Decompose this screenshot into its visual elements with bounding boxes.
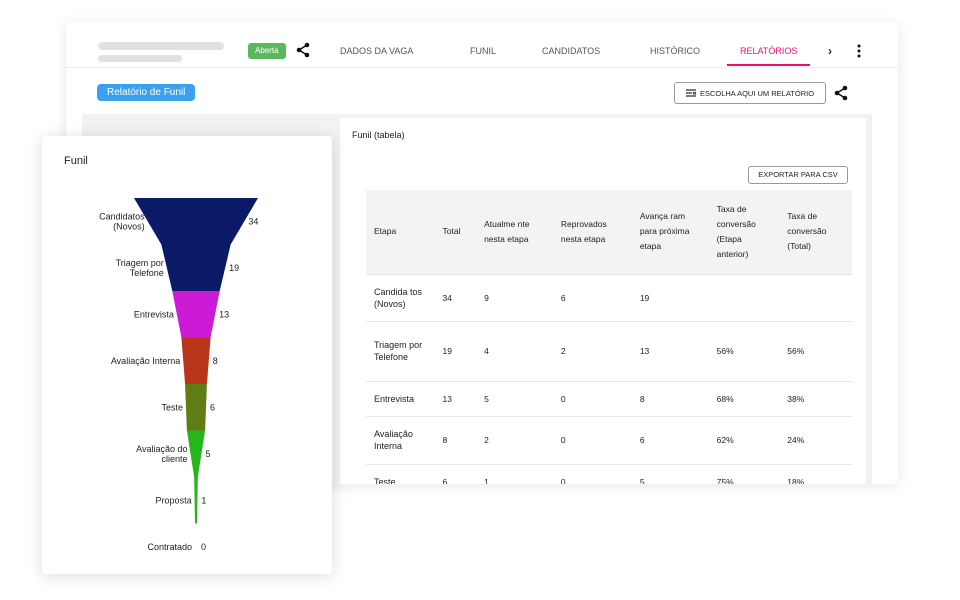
table-cell: Entrevista bbox=[366, 380, 435, 416]
funnel-segment bbox=[185, 384, 207, 431]
table-cell: 18% bbox=[779, 463, 852, 484]
tab-divider bbox=[66, 67, 898, 68]
funnel-value-label: 1 bbox=[201, 495, 206, 505]
funnel-value-label: 0 bbox=[201, 542, 206, 552]
funnel-stage-label: Avaliação do bbox=[136, 444, 187, 454]
table-cell: 68% bbox=[708, 380, 780, 416]
funnel-stage-label: Proposta bbox=[156, 495, 192, 505]
job-subtitle-placeholder bbox=[98, 55, 182, 62]
table-row: Candida tos (Novos) 34 9 6 19 bbox=[366, 273, 852, 321]
share-icon[interactable] bbox=[295, 42, 311, 58]
table-cell: Teste bbox=[366, 463, 435, 484]
table-cell: 19 bbox=[631, 273, 709, 321]
table-header-row: Etapa Total Atualme nte nesta etapa Repr… bbox=[366, 190, 852, 274]
funnel-stage-label: Contratado bbox=[147, 542, 192, 552]
table-row: Teste 6 1 0 5 75% 18% bbox=[366, 463, 852, 484]
chevron-right-icon[interactable]: › bbox=[828, 44, 832, 58]
table-cell: 13 bbox=[434, 380, 477, 416]
funnel-segment bbox=[172, 291, 220, 338]
table-cell: 8 bbox=[434, 415, 477, 464]
table-cell: 13 bbox=[631, 320, 709, 381]
table-panel-title: Funil (tabela) bbox=[352, 130, 405, 140]
table-cell: 1 bbox=[476, 463, 553, 484]
table-row: Avaliação Interna 8 2 0 6 62% 24% bbox=[366, 415, 852, 464]
table-cell: 9 bbox=[476, 273, 553, 321]
funnel-segment bbox=[161, 244, 231, 291]
funnel-stage-label: Teste bbox=[161, 402, 183, 412]
tab-candidatos[interactable]: CANDIDATOS bbox=[542, 46, 601, 56]
table-cell: 38% bbox=[779, 380, 852, 416]
table-cell: 24% bbox=[779, 415, 852, 464]
status-badge: Aberta bbox=[248, 43, 286, 59]
table-cell: 19 bbox=[434, 320, 477, 381]
table-cell: 6 bbox=[434, 463, 477, 484]
table-cell: 4 bbox=[476, 320, 553, 381]
funnel-value-label: 5 bbox=[205, 449, 210, 459]
funnel-stage-label: Candidatos bbox=[99, 211, 145, 221]
funnel-chart-card: Funil Candidatos (Novos) 34 Triagem por Tele… bbox=[42, 136, 332, 574]
funnel-segment bbox=[134, 198, 258, 245]
tab-historico[interactable]: HISTÓRICO bbox=[650, 46, 701, 56]
table-cell: 2 bbox=[552, 320, 632, 381]
column-header: Etapa bbox=[366, 190, 435, 274]
funnel-stage-label: Triagem por bbox=[116, 258, 164, 268]
table-cell: 62% bbox=[708, 415, 780, 464]
choose-report-button[interactable]: ESCOLHA AQUI UM RELATÓRIO bbox=[674, 82, 826, 104]
funnel-segment bbox=[194, 477, 198, 524]
funnel-value-label: 8 bbox=[213, 356, 218, 366]
table-cell: 56% bbox=[779, 320, 852, 381]
column-header: Taxa de conversão (Total) bbox=[779, 190, 852, 274]
share-icon[interactable] bbox=[833, 85, 849, 101]
table-cell: 34 bbox=[434, 273, 477, 321]
tab-funil[interactable]: FUNIL bbox=[470, 46, 497, 56]
funnel-value-label: 13 bbox=[219, 309, 229, 319]
funnel-value-label: 34 bbox=[248, 216, 258, 226]
funnel-value-label: 19 bbox=[229, 263, 239, 273]
table-row: Triagem por Telefone 19 4 2 13 56% 56% bbox=[366, 320, 852, 381]
table-cell: 0 bbox=[552, 380, 632, 416]
table-cell: 75% bbox=[708, 463, 780, 484]
funnel-segment bbox=[186, 430, 206, 477]
table-cell: 5 bbox=[631, 463, 709, 484]
funnel-chart-title: Funil bbox=[64, 155, 88, 167]
table-cell: 5 bbox=[476, 380, 553, 416]
column-header: Atualme nte nesta etapa bbox=[476, 190, 553, 274]
table-cell: Candida tos (Novos) bbox=[366, 273, 435, 321]
column-header: Total bbox=[434, 190, 477, 274]
export-csv-button[interactable]: EXPORTAR PARA CSV bbox=[748, 166, 848, 184]
table-cell: 56% bbox=[708, 320, 780, 381]
table-cell: 8 bbox=[631, 380, 709, 416]
more-vertical-icon[interactable] bbox=[856, 44, 862, 58]
table-cell: 6 bbox=[552, 273, 632, 321]
tab-relatorios[interactable]: RELATÓRIOS bbox=[726, 36, 811, 66]
funnel-table-panel: Funil (tabela) EXPORTAR PARA CSV Etapa T… bbox=[340, 118, 866, 484]
column-header: Avança ram para próxima etapa bbox=[631, 190, 709, 274]
choose-report-label: ESCOLHA AQUI UM RELATÓRIO bbox=[699, 88, 815, 98]
report-title: Relatório de Funil bbox=[97, 84, 196, 101]
table-row: Entrevista 13 5 0 8 68% 38% bbox=[366, 380, 852, 416]
table-cell: 0 bbox=[552, 463, 632, 484]
funnel-stage-label: cliente bbox=[162, 454, 188, 464]
column-header: Reprovados nesta etapa bbox=[552, 190, 632, 274]
funnel-table: Etapa Total Atualme nte nesta etapa Repr… bbox=[366, 190, 852, 484]
table-cell: 0 bbox=[552, 415, 632, 464]
funnel-stage-label: Entrevista bbox=[134, 309, 174, 319]
funnel-value-label: 6 bbox=[210, 402, 215, 412]
table-cell: Avaliação Interna bbox=[366, 415, 435, 464]
funnel-stage-label: Avaliação Interna bbox=[111, 356, 180, 366]
table-cell bbox=[779, 273, 852, 321]
funnel-stage-label: Telefone bbox=[130, 268, 164, 278]
list-icon bbox=[685, 89, 696, 97]
table-cell: Triagem por Telefone bbox=[366, 320, 435, 381]
funnel-stage-label: (Novos) bbox=[113, 221, 145, 231]
funnel-segment bbox=[181, 337, 211, 384]
tab-dados-da-vaga[interactable]: DADOS DA VAGA bbox=[340, 46, 414, 56]
column-header: Taxa de conversão (Etapa anterior) bbox=[708, 190, 780, 274]
table-cell: 2 bbox=[476, 415, 553, 464]
table-cell bbox=[708, 273, 780, 321]
table-cell: 6 bbox=[631, 415, 709, 464]
job-title-placeholder bbox=[98, 42, 224, 50]
